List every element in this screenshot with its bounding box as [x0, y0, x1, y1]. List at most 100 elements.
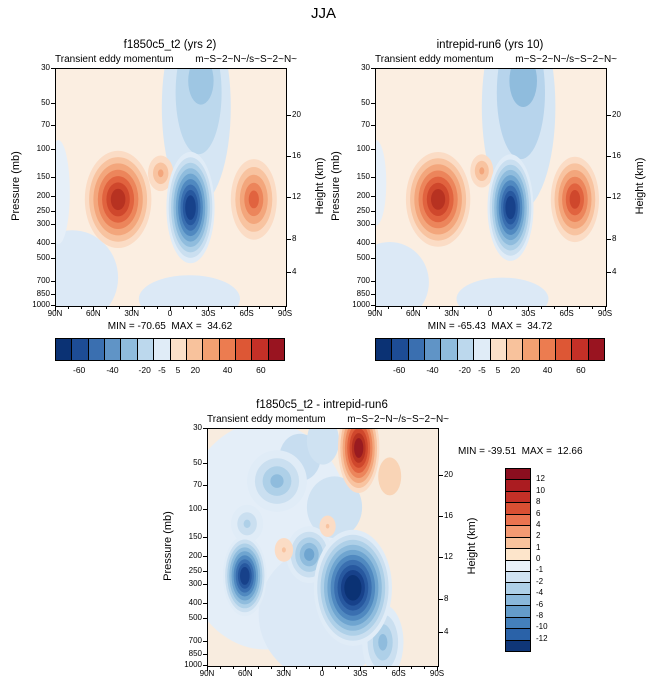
lat-tick-label: 30N [124, 309, 139, 318]
axis-minor-tick [347, 667, 349, 669]
colorbar-box [136, 339, 154, 360]
axis-minor-tick [334, 667, 336, 669]
axis-minor-tick [502, 307, 504, 309]
axis-tick [51, 102, 55, 104]
pressure-tick-label: 850 [188, 649, 202, 659]
colorbar-box [538, 339, 555, 360]
axis-tick [360, 667, 362, 671]
height-tick-label: 4 [292, 266, 297, 276]
axis-tick [287, 238, 291, 240]
colorbar-tick-label: -12 [536, 633, 548, 643]
colorbar-tick-label: -2 [536, 576, 544, 586]
axis-minor-tick [258, 667, 260, 669]
colorbar-box [506, 628, 530, 640]
axis-tick [439, 475, 443, 477]
axis-tick [607, 115, 611, 117]
colorbar-tick-label: -1 [536, 565, 544, 575]
lat-tick-label: 90S [277, 309, 293, 318]
axis-tick [287, 155, 291, 157]
lat-tick-label: 30S [201, 309, 216, 318]
panel-units: m~S~2~N~/s~S~2~N~ [195, 54, 297, 65]
axis-tick [203, 583, 207, 585]
axis-minor-tick [579, 307, 581, 309]
axis-tick [203, 654, 207, 656]
colorbar-tick-label: 5 [495, 365, 501, 375]
pressure-tick-label: 250 [356, 206, 370, 216]
axis-tick [437, 667, 438, 671]
axis-minor-tick [477, 307, 479, 309]
contour-field [208, 429, 404, 666]
height-tick-label: 4 [612, 266, 617, 276]
lat-tick-label: 90S [597, 309, 613, 318]
axis-tick [371, 211, 375, 213]
axis-tick [93, 307, 95, 311]
axis-tick [245, 667, 247, 671]
colorbar-box [506, 639, 530, 651]
pressure-tick-label: 700 [356, 275, 370, 285]
axis-tick [439, 515, 443, 517]
colorbar-tick-label: -60 [72, 365, 86, 375]
contour-fill [376, 140, 387, 226]
axis-minor-tick [387, 307, 389, 309]
axis-tick [203, 618, 207, 620]
colorbar-box [169, 339, 186, 360]
colorbar-box [506, 593, 530, 606]
axis-tick [607, 155, 611, 157]
height-tick-label: 8 [292, 233, 297, 243]
axis-minor-tick [219, 667, 221, 669]
lat-tick-label: 90N [47, 309, 63, 318]
axis-minor-tick [309, 667, 311, 669]
pressure-tick-label: 1000 [352, 300, 370, 309]
pressure-tick-label: 50 [193, 457, 202, 467]
axis-minor-tick [438, 307, 440, 309]
colorbar-box [87, 339, 105, 360]
axis-minor-tick [424, 667, 426, 669]
height-tick-label: 20 [612, 110, 621, 120]
colorbar-model1: -60 -40 -20 -5 5 20 40 60 [55, 338, 285, 380]
axis-tick [51, 294, 55, 296]
pressure-tick-label: 100 [188, 504, 202, 514]
pressure-tick-label: 250 [188, 566, 202, 576]
colorbar-boxes [505, 468, 531, 652]
minmax-label: MIN = -39.51 MAX = 12.66 [458, 446, 583, 457]
axis-tick [203, 428, 207, 429]
height-tick-label: 12 [292, 192, 301, 202]
axis-minor-tick [515, 307, 517, 309]
height-tick-label: 20 [444, 470, 453, 480]
colorbar-tick-label: 0 [536, 554, 541, 563]
colorbar-box [506, 502, 530, 514]
contour-fill [248, 190, 259, 209]
contour-fill [376, 242, 429, 306]
axis-minor-tick [221, 307, 223, 309]
contour-fill [456, 277, 549, 306]
axis-minor-tick [553, 307, 555, 309]
contour-fill [431, 189, 446, 210]
height-tick-label: 16 [292, 150, 301, 160]
axis-tick [208, 307, 210, 311]
colorbar-box [506, 513, 530, 526]
axis-tick [439, 631, 443, 633]
pressure-tick-label: 30 [41, 63, 50, 72]
axis-tick [439, 598, 443, 600]
axis-minor-tick [233, 307, 235, 309]
colorbar-box [522, 339, 539, 360]
colorbar-box [185, 339, 203, 360]
pressure-tick-label: 700 [36, 275, 50, 285]
colorbar-box [506, 570, 530, 583]
height-axis-label-text: Height (km) [634, 157, 646, 215]
colorbar-boxes [55, 338, 285, 361]
axis-minor-tick [259, 307, 261, 309]
contour-fill [509, 69, 537, 107]
axis-tick [528, 307, 530, 311]
axis-tick [322, 667, 323, 671]
panel-intrepid: intrepid-run6 (yrs 10) Transient eddy mo… [320, 26, 647, 358]
axis-tick [607, 197, 611, 199]
pressure-tick-label: 1000 [184, 660, 202, 669]
axis-minor-tick [296, 667, 298, 669]
colorbar-box [473, 339, 490, 360]
pressure-tick-label: 400 [356, 238, 370, 248]
colorbar-tick-label: 12 [536, 474, 545, 484]
lat-tick-label: 60N [85, 309, 101, 318]
height-tick-label: 8 [612, 233, 617, 243]
lat-tick-label: 90S [429, 669, 445, 678]
